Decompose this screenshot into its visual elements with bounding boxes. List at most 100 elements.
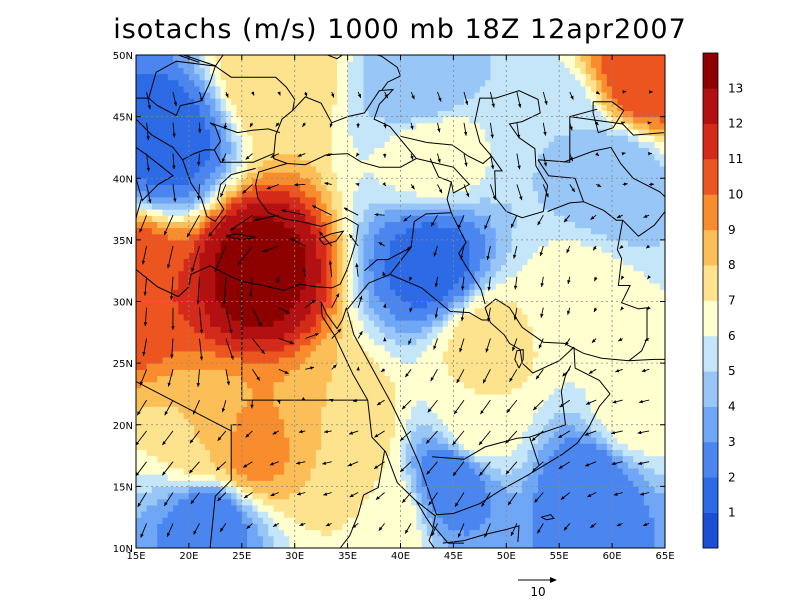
field-cell bbox=[432, 307, 439, 315]
field-cell bbox=[146, 424, 153, 432]
field-cell bbox=[241, 430, 248, 438]
field-cell bbox=[247, 301, 253, 309]
field-cell bbox=[474, 363, 481, 370]
field-cell bbox=[278, 412, 285, 420]
field-cell bbox=[627, 523, 634, 531]
field-cell bbox=[659, 270, 665, 278]
field-cell bbox=[495, 412, 502, 420]
field-cell bbox=[426, 295, 433, 303]
field-cell bbox=[183, 375, 190, 383]
field-cell bbox=[622, 449, 629, 457]
field-cell bbox=[220, 486, 227, 494]
field-cell bbox=[310, 523, 317, 531]
field-cell bbox=[411, 246, 417, 253]
field-cell bbox=[331, 387, 338, 395]
field-cell bbox=[178, 270, 185, 278]
field-cell bbox=[575, 504, 581, 512]
field-cell bbox=[527, 356, 534, 364]
field-cell bbox=[294, 529, 301, 537]
field-cell bbox=[622, 264, 629, 272]
field-cell bbox=[236, 393, 243, 401]
field-cell bbox=[162, 252, 169, 259]
field-cell bbox=[458, 412, 465, 420]
field-cell bbox=[204, 480, 211, 487]
field-cell bbox=[569, 283, 576, 290]
field-cell bbox=[490, 326, 497, 333]
field-cell bbox=[342, 449, 349, 457]
field-cell bbox=[448, 344, 454, 352]
field-cell bbox=[347, 363, 354, 370]
field-cell bbox=[257, 246, 264, 253]
field-cell bbox=[310, 338, 317, 346]
field-cell bbox=[453, 344, 460, 352]
field-cell bbox=[654, 375, 661, 383]
field-cell bbox=[432, 498, 439, 506]
field-cell bbox=[638, 350, 645, 358]
field-cell bbox=[649, 443, 656, 450]
field-cell bbox=[268, 307, 275, 315]
field-cell bbox=[490, 276, 497, 284]
field-cell bbox=[617, 307, 624, 315]
field-cell bbox=[527, 474, 534, 481]
field-cell bbox=[157, 301, 164, 309]
field-cell bbox=[178, 283, 185, 290]
field-cell bbox=[384, 289, 391, 296]
field-cell bbox=[199, 264, 206, 272]
field-cell bbox=[522, 246, 529, 253]
field-cell bbox=[538, 356, 544, 364]
field-cell bbox=[596, 511, 603, 518]
field-cell bbox=[649, 313, 656, 321]
field-cell bbox=[188, 517, 195, 524]
field-cell bbox=[247, 264, 253, 272]
field-cell bbox=[479, 449, 486, 457]
field-cell bbox=[204, 504, 211, 512]
field-cell bbox=[448, 437, 454, 444]
field-cell bbox=[495, 517, 502, 524]
field-cell bbox=[590, 541, 597, 548]
field-cell bbox=[469, 455, 476, 463]
field-cell bbox=[199, 406, 206, 414]
field-cell bbox=[162, 295, 169, 303]
field-cell bbox=[448, 338, 454, 346]
field-cell bbox=[146, 498, 153, 506]
field-cell bbox=[538, 289, 544, 296]
field-cell bbox=[194, 338, 201, 346]
field-cell bbox=[411, 387, 417, 395]
field-cell bbox=[596, 504, 603, 512]
field-cell bbox=[225, 276, 232, 284]
field-cell bbox=[474, 356, 481, 364]
field-cell bbox=[643, 350, 650, 358]
field-cell bbox=[501, 307, 507, 315]
field-cell bbox=[585, 504, 592, 512]
field-cell bbox=[236, 344, 243, 352]
field-cell bbox=[173, 258, 179, 266]
field-cell bbox=[421, 400, 428, 407]
field-cell bbox=[437, 375, 444, 383]
field-cell bbox=[210, 424, 216, 432]
field-cell bbox=[236, 511, 243, 518]
field-cell bbox=[532, 375, 539, 383]
map-title: isotachs (m/s) 1000 mb 18Z 12apr2007 bbox=[113, 14, 687, 45]
field-cell bbox=[421, 276, 428, 284]
field-cell bbox=[411, 480, 417, 487]
field-cell bbox=[585, 264, 592, 272]
field-cell bbox=[522, 467, 529, 475]
field-cell bbox=[178, 498, 185, 506]
field-cell bbox=[141, 535, 148, 543]
field-cell bbox=[400, 252, 407, 259]
field-cell bbox=[590, 270, 597, 278]
field-cell bbox=[146, 252, 153, 259]
field-cell bbox=[426, 387, 433, 395]
field-cell bbox=[553, 344, 560, 352]
field-cell bbox=[395, 400, 402, 407]
field-cell bbox=[405, 412, 412, 420]
field-cell bbox=[411, 301, 417, 309]
field-cell bbox=[601, 332, 608, 340]
field-cell bbox=[347, 350, 354, 358]
field-cell bbox=[188, 369, 195, 377]
field-cell bbox=[321, 295, 328, 303]
field-cell bbox=[543, 400, 550, 407]
field-cell bbox=[527, 424, 534, 432]
field-cell bbox=[173, 523, 179, 531]
field-cell bbox=[188, 412, 195, 420]
